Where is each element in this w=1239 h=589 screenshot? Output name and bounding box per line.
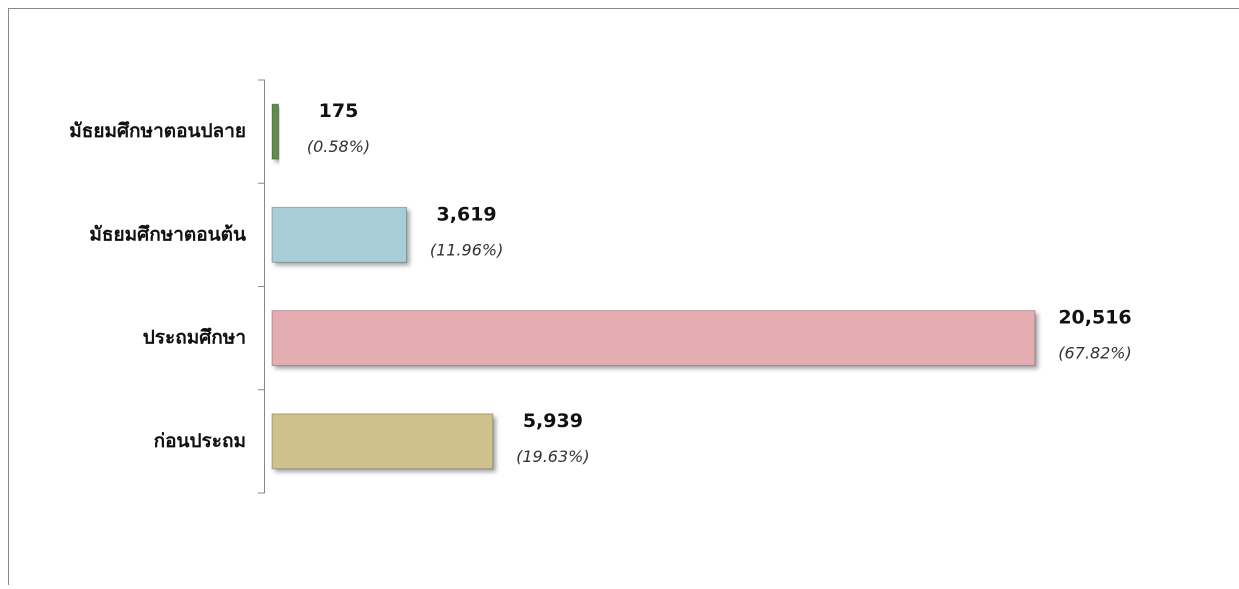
bar (272, 414, 493, 469)
bar (272, 311, 1035, 366)
bar (272, 104, 279, 159)
value-label: 3,619 (437, 203, 497, 225)
share-label: (67.82%) (1058, 344, 1132, 363)
category-label: มัธยมศึกษาตอนปลาย (69, 120, 246, 142)
bar (272, 207, 407, 262)
category-label: ก่อนประถม (154, 430, 246, 452)
frame (9, 9, 1239, 586)
value-label: 5,939 (523, 410, 583, 432)
share-label: (0.58%) (307, 137, 370, 156)
share-label: (19.63%) (516, 447, 590, 466)
value-label: 20,516 (1058, 307, 1131, 329)
category-label: มัธยมศึกษาตอนต้น (89, 223, 246, 245)
category-label: ประถมศึกษา (143, 327, 246, 349)
value-label: 175 (319, 100, 359, 122)
share-label: (11.96%) (430, 240, 504, 259)
